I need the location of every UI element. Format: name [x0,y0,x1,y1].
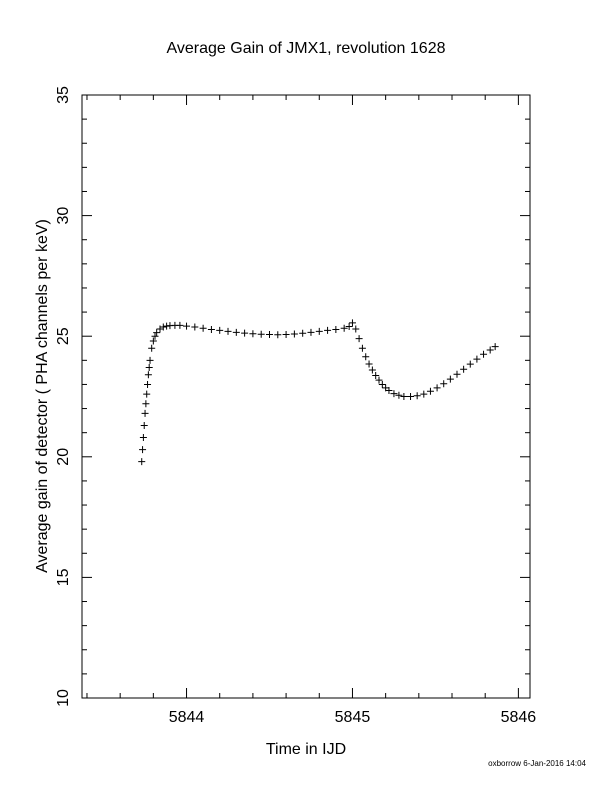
data-point [274,331,282,339]
data-point [332,325,340,333]
data-point [241,329,249,337]
data-point [143,390,151,398]
data-point [378,380,386,388]
data-point [466,360,474,368]
y-tick-label: 30 [55,207,72,225]
data-point [224,327,232,335]
plot-frame [81,94,531,699]
data-point [139,434,147,442]
x-tick-label: 5844 [169,709,205,726]
data-point [265,331,273,339]
data-point [142,400,150,408]
data-point [151,332,159,340]
data-point [207,325,215,333]
data-point [362,353,370,361]
data-point [307,328,315,336]
data-point [216,326,224,334]
data-point [400,393,408,400]
y-tick-label: 10 [55,689,72,707]
data-point [144,380,152,388]
data-point [141,409,149,417]
data-point [139,446,147,454]
data-point [191,323,199,331]
data-point [368,366,376,374]
data-point [315,327,323,335]
data-point [390,390,398,398]
data-point [365,360,373,368]
data-point [480,350,488,358]
data-point [385,386,393,394]
data-point [176,321,184,329]
data-point [440,380,448,388]
data-point [324,326,332,334]
data-point [148,344,156,352]
data-point [144,371,152,379]
y-tick-label: 35 [55,86,72,104]
data-point [249,330,257,338]
data-point [453,370,461,378]
chart-title: Average Gain of JMX1, revolution 1628 [167,40,446,57]
data-point [348,319,356,327]
data-point [375,376,383,384]
x-tick-label: 5846 [501,709,537,726]
data-point [232,328,240,336]
data-point [145,364,153,372]
data-point [299,329,307,337]
data-point [446,375,454,383]
data-point [486,346,494,354]
data-point [138,458,146,466]
data-point [340,324,348,332]
axis-tick-labels: 5844 5845 5846 10 15 20 25 30 35 [55,86,536,726]
data-point [345,323,353,331]
data-point [433,384,441,392]
data-point [372,372,380,380]
data-point [355,335,363,343]
data-points [138,319,499,466]
footer-credit: oxborrow 6-Jan-2016 14:04 [488,759,586,768]
data-point [460,365,468,373]
data-point [146,356,154,364]
data-point [426,387,434,395]
data-point [420,390,428,398]
x-tick-label: 5845 [335,709,371,726]
data-point [407,393,415,400]
y-axis-label: Average gain of detector ( PHA channels … [34,219,51,573]
x-axis-label: Time in IJD [266,741,346,758]
data-point [199,324,207,332]
data-point [183,322,191,330]
data-point [413,392,421,400]
data-point [140,421,148,429]
data-point [153,329,161,337]
y-tick-label: 20 [55,448,72,466]
data-point [159,323,167,331]
y-tick-label: 15 [55,568,72,586]
data-point [473,355,481,363]
data-point [491,343,499,351]
axis-ticks [82,94,530,699]
data-point [290,330,298,338]
data-point [156,325,164,333]
data-point [352,325,360,333]
data-point [282,331,290,339]
data-point [358,344,366,352]
data-point [257,330,265,338]
y-tick-label: 25 [55,327,72,345]
data-point [149,337,157,345]
data-point [395,391,403,399]
